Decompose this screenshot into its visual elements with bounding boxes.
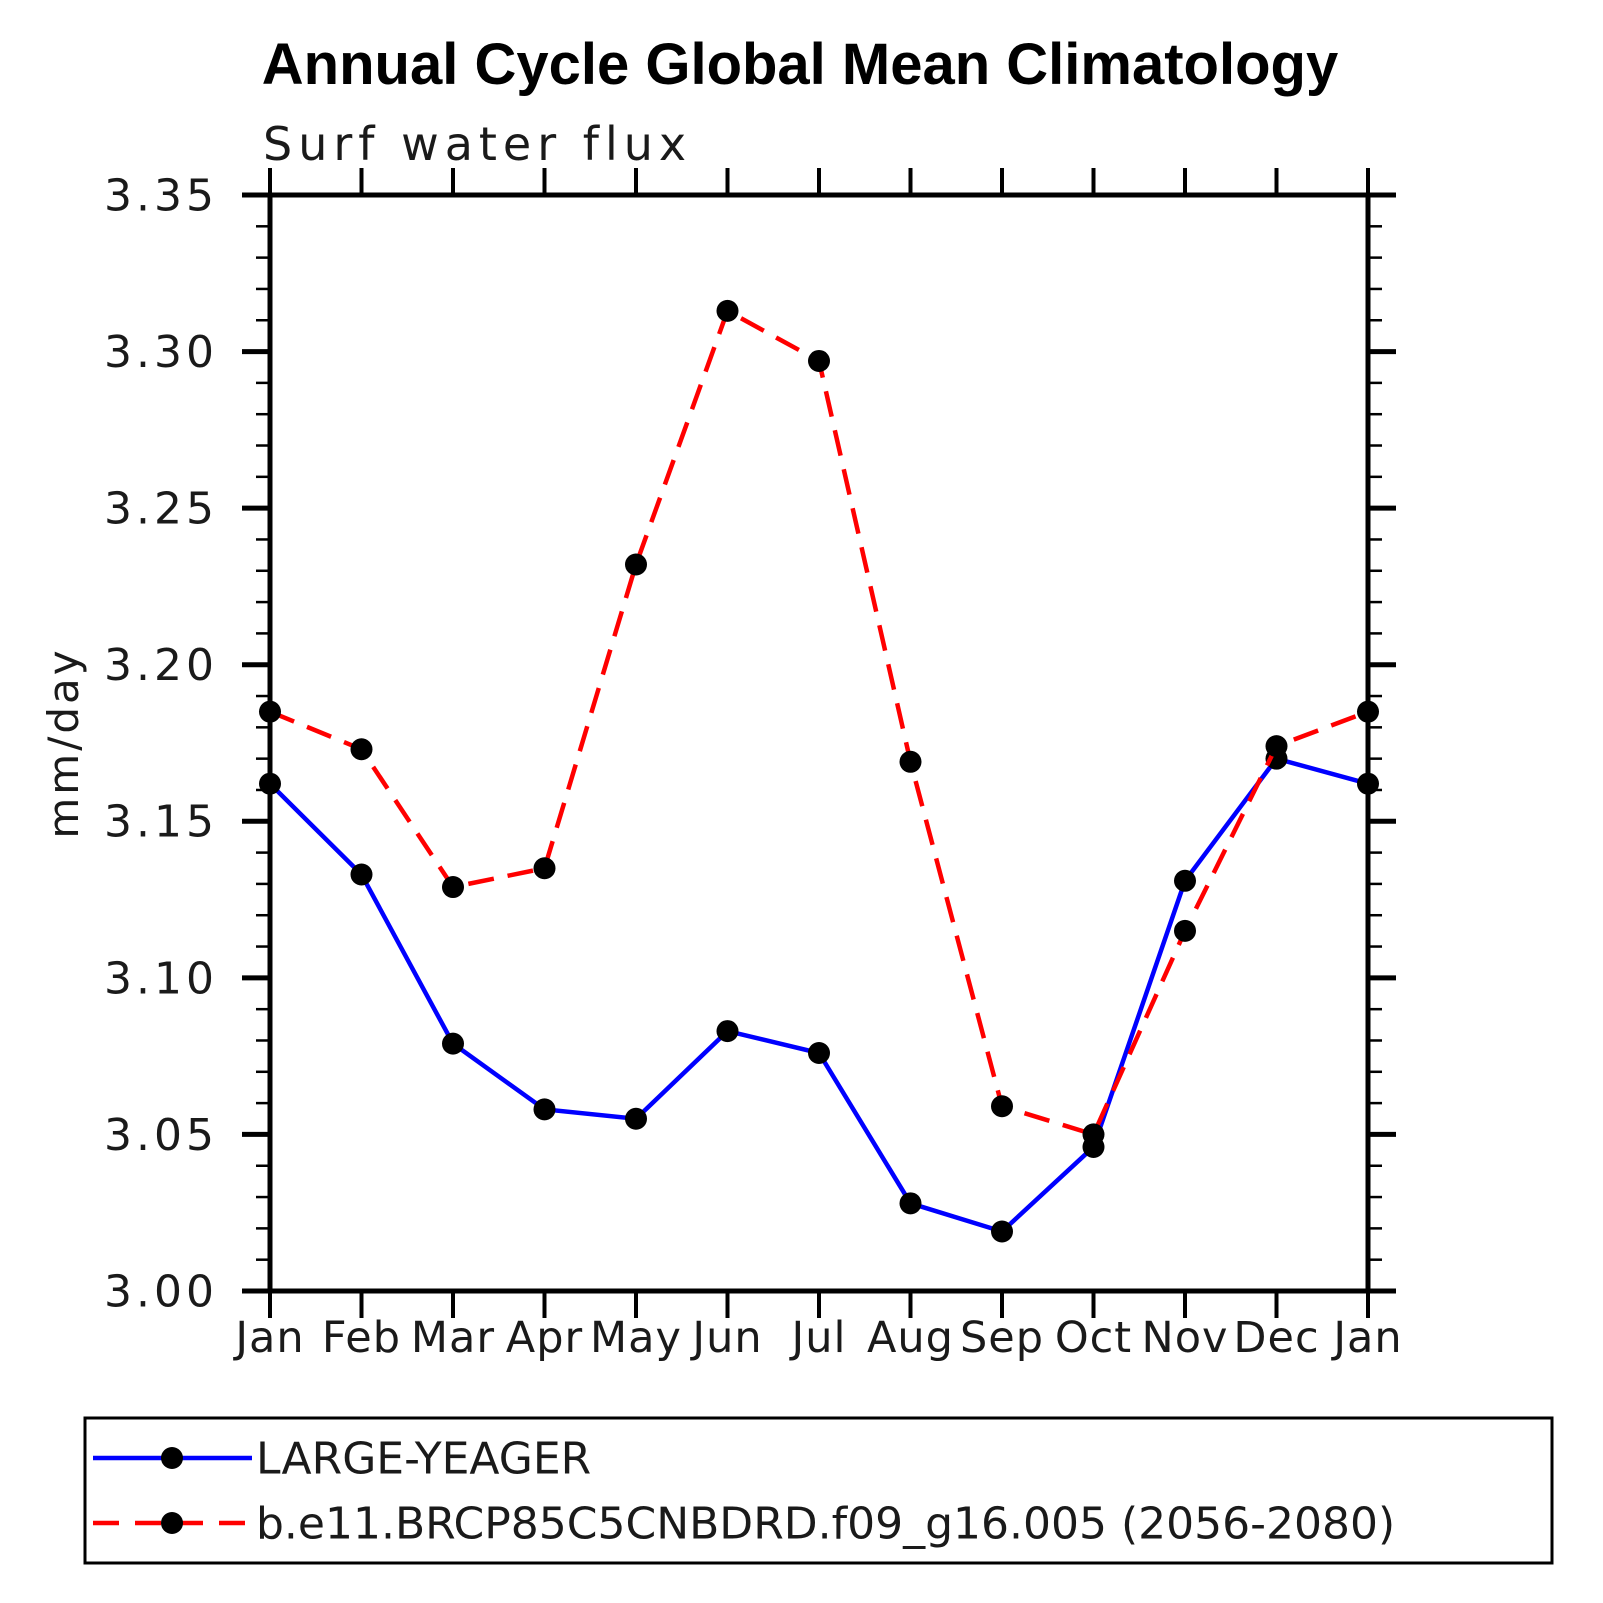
- x-tick-label: Oct: [1055, 1313, 1132, 1363]
- data-point: [899, 750, 922, 773]
- x-tick-label: Jul: [789, 1313, 847, 1363]
- data-point: [533, 1098, 556, 1121]
- data-point: [625, 1107, 647, 1130]
- data-series: [259, 299, 1379, 1243]
- y-tick-label: 3.10: [104, 953, 218, 1004]
- x-tick-label: Mar: [411, 1313, 495, 1363]
- data-point: [442, 1032, 464, 1055]
- data-point: [259, 772, 281, 795]
- data-point: [1357, 772, 1379, 795]
- x-tick-label: May: [590, 1313, 682, 1363]
- data-point: [350, 738, 373, 761]
- data-point: [625, 553, 647, 576]
- x-tick-label: Jan: [1330, 1313, 1402, 1363]
- data-point: [1357, 700, 1379, 723]
- legend-item-model-run: b.e11.BRCP85C5CNBDRD.f09_g16.005 (2056-2…: [93, 1498, 1395, 1549]
- x-tick-label: Nov: [1142, 1313, 1229, 1363]
- x-tick-label: Jan: [232, 1313, 304, 1363]
- data-point: [1174, 869, 1196, 892]
- y-tick-label: 3.15: [104, 797, 218, 848]
- data-point: [259, 700, 281, 723]
- x-tick-label: Jun: [689, 1313, 762, 1363]
- data-point: [533, 857, 556, 880]
- legend-label-large-yeager: LARGE-YEAGER: [256, 1433, 591, 1484]
- series-line-0: [268, 756, 1369, 1235]
- data-point: [1174, 919, 1196, 942]
- chart-title: Annual Cycle Global Mean Climatology: [262, 32, 1338, 97]
- axis-spines: [267, 192, 1371, 1294]
- y-tick-label: 3.20: [104, 640, 218, 691]
- x-tick-label: Aug: [867, 1313, 954, 1363]
- data-point: [808, 1042, 830, 1065]
- data-point: [350, 863, 373, 886]
- data-point: [716, 299, 739, 322]
- legend-marker-dot: [161, 1512, 183, 1534]
- legend-marker-dot: [161, 1447, 183, 1469]
- data-point: [899, 1192, 922, 1215]
- x-tick-label: Feb: [322, 1313, 401, 1363]
- legend-label-model-run: b.e11.BRCP85C5CNBDRD.f09_g16.005 (2056-2…: [256, 1498, 1395, 1549]
- y-tick-labels: 3.00 3.05 3.10 3.15 3.20 3.25 3.30 3.35: [104, 170, 218, 1317]
- data-point: [991, 1220, 1013, 1243]
- x-tick-label: Dec: [1233, 1313, 1319, 1363]
- y-tick-label: 3.00: [104, 1266, 218, 1317]
- data-point: [991, 1095, 1013, 1118]
- data-point: [1082, 1123, 1105, 1146]
- data-point: [716, 1020, 739, 1043]
- y-tick-label: 3.30: [104, 327, 218, 378]
- legend: LARGE-YEAGER b.e11.BRCP85C5CNBDRD.f09_g1…: [83, 1416, 1554, 1565]
- y-tick-label: 3.05: [104, 1110, 218, 1161]
- data-point: [1265, 735, 1288, 758]
- legend-item-large-yeager: LARGE-YEAGER: [93, 1433, 591, 1484]
- y-tick-label: 3.25: [104, 484, 218, 535]
- x-tick-label: Sep: [960, 1313, 1044, 1363]
- x-tick-label: Apr: [506, 1313, 583, 1363]
- data-point: [442, 876, 464, 899]
- axis-ticks: [242, 168, 1396, 1318]
- x-tick-labels: Jan Feb Mar Apr May Jun Jul Aug Sep Oct Nov Dec Jan: [232, 1313, 1402, 1363]
- y-tick-label: 3.35: [104, 170, 218, 221]
- legend-box: [83, 1416, 1554, 1565]
- y-axis-label: mm/day: [39, 647, 88, 838]
- chart-subtitle: Surf water flux: [263, 117, 692, 171]
- data-point: [808, 349, 830, 372]
